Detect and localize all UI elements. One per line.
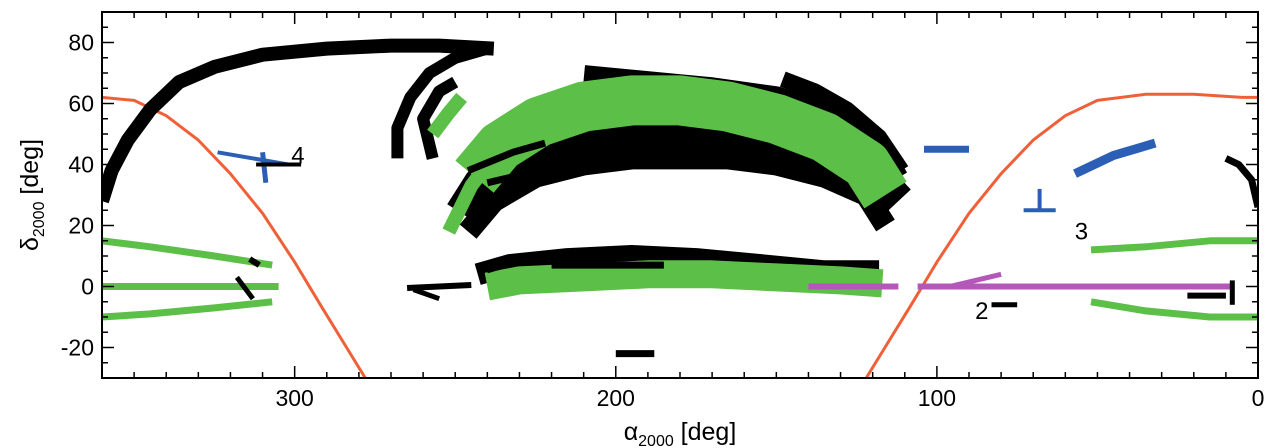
y-axis-title: δ2000 [deg] bbox=[16, 139, 48, 251]
curve-black-4 bbox=[417, 76, 459, 160]
plot-frame bbox=[101, 11, 1259, 379]
annotations: 2 3 4 bbox=[291, 142, 1088, 325]
curve-blue-38 bbox=[260, 152, 269, 184]
curve-green-19 bbox=[102, 237, 273, 269]
curve-black-3 bbox=[391, 42, 489, 159]
x-tick-label: 300 bbox=[275, 385, 313, 411]
curve-green-25 bbox=[1090, 298, 1258, 321]
curve-green-21 bbox=[102, 298, 273, 321]
curve-black-12 bbox=[466, 139, 547, 174]
curve-orange-0 bbox=[102, 95, 367, 378]
y-axis-subscript: 2000 bbox=[31, 201, 48, 237]
curve-black-2 bbox=[102, 38, 495, 204]
x-axis-symbol: α bbox=[624, 418, 638, 446]
y-tick-label: 80 bbox=[68, 30, 94, 56]
x-tick-label: 200 bbox=[597, 385, 635, 411]
curve-black-23 bbox=[234, 275, 255, 301]
curve-black-32 bbox=[1224, 155, 1258, 208]
annotation-label: 2 bbox=[975, 298, 988, 325]
x-axis-unit: [deg] bbox=[674, 418, 737, 446]
curve-orange-1 bbox=[864, 92, 1258, 378]
y-tick-label: 40 bbox=[68, 152, 94, 178]
annotation-label: 3 bbox=[1075, 219, 1088, 246]
data-curves bbox=[102, 38, 1258, 378]
y-axis-symbol: δ bbox=[16, 237, 44, 251]
curve-black-13 bbox=[486, 170, 527, 187]
curve-green-24 bbox=[1090, 237, 1258, 254]
curve-black-16 bbox=[406, 282, 472, 291]
curve-green-15 bbox=[484, 260, 884, 301]
x-axis-subscript: 2000 bbox=[638, 433, 674, 448]
x-tick-label: 0 bbox=[1252, 385, 1265, 411]
annotation-label: 4 bbox=[291, 142, 304, 169]
curve-green-9 bbox=[455, 75, 907, 209]
curve-black-6 bbox=[459, 147, 895, 239]
curve-black-41 bbox=[486, 260, 520, 274]
curve-black-22 bbox=[248, 256, 261, 268]
x-tick-label: 100 bbox=[918, 385, 956, 411]
y-tick-label: 60 bbox=[68, 91, 94, 117]
curve-black-8 bbox=[779, 71, 909, 176]
y-tick-label: 20 bbox=[68, 213, 94, 239]
curve-blue-34 bbox=[1073, 138, 1157, 178]
y-tick-label: 0 bbox=[81, 274, 94, 300]
curve-magenta-28 bbox=[949, 271, 1002, 289]
curve-black-17 bbox=[412, 287, 441, 302]
curve-blue-37 bbox=[217, 150, 289, 167]
x-axis-title: α2000 [deg] bbox=[624, 418, 737, 448]
y-tick-label: -20 bbox=[61, 335, 94, 361]
curve-green-11 bbox=[427, 92, 467, 139]
y-axis-unit: [deg] bbox=[16, 139, 44, 202]
axis-ticks: 300 200 100 0 -20 0 20 40 60 80 bbox=[61, 11, 1265, 411]
